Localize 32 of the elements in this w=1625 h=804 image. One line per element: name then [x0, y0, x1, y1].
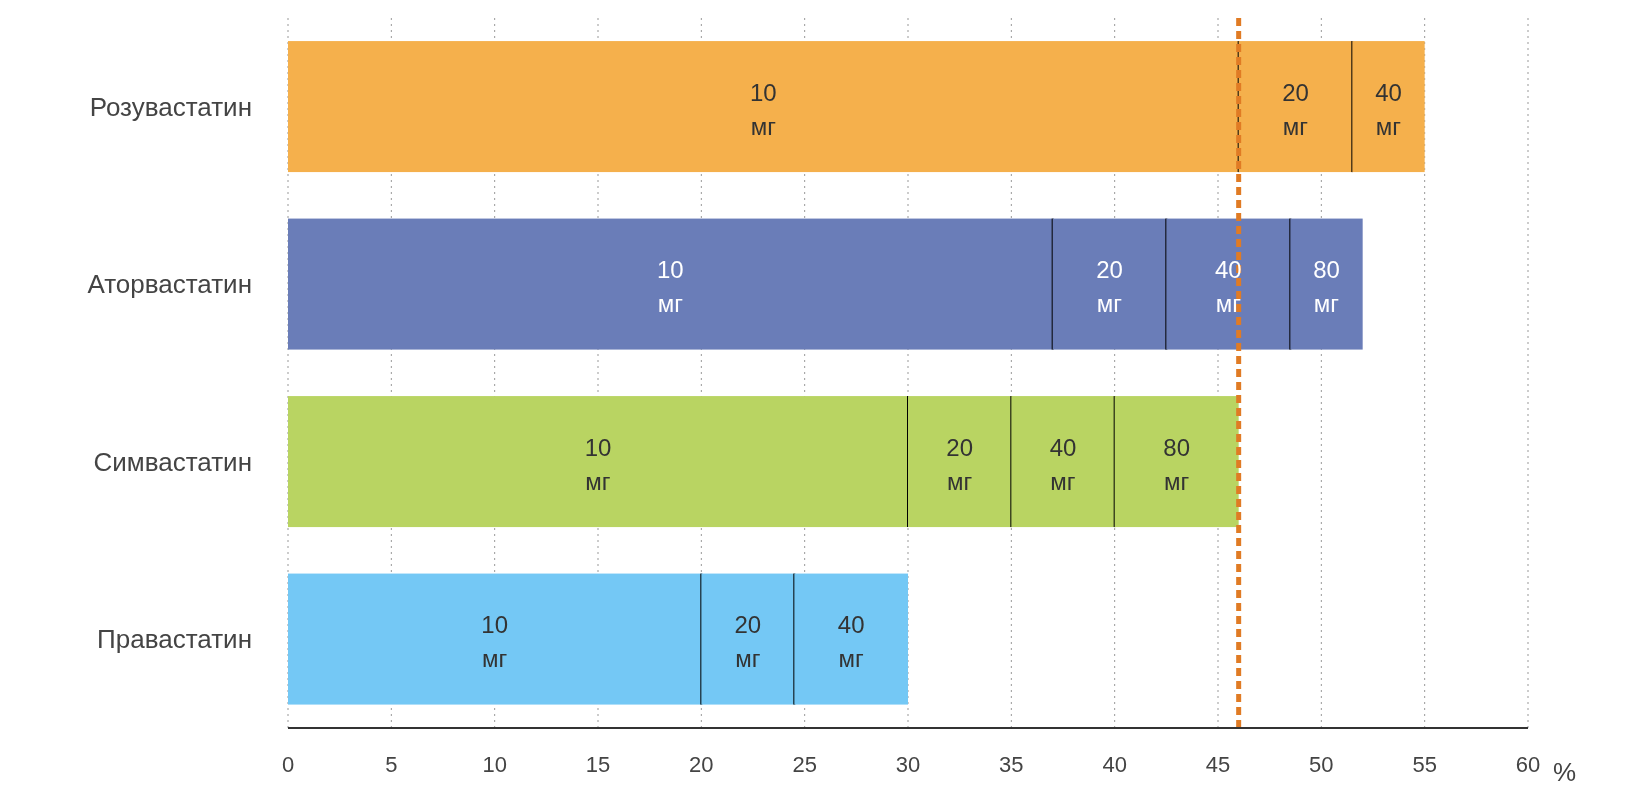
x-tick-label: 0: [281, 751, 295, 777]
x-tick-label: 25: [792, 751, 817, 777]
series-label: 80 мг: [1313, 256, 1340, 318]
text: 20 мг: [734, 611, 762, 673]
x-tick-label: 50: [1309, 751, 1334, 777]
x-tick-label: 40: [1102, 751, 1127, 777]
y-tick-label: Симвастатин: [93, 446, 252, 477]
x-tick-label: 45: [1205, 751, 1231, 777]
text: 20 мг: [946, 433, 974, 495]
text: 10 мг: [481, 611, 509, 673]
x-tick-label: 10: [482, 751, 507, 777]
text: 10 мг: [584, 433, 612, 495]
series-label: 10 мг: [656, 256, 684, 318]
text: 40 мг: [837, 611, 865, 673]
y-tick-label: Аторвастатин: [87, 269, 252, 300]
x-tick-label: 20: [689, 751, 714, 777]
series-label: 20 мг: [1096, 256, 1123, 318]
x-tick-label: 55: [1412, 751, 1437, 777]
x-tick-label: 15: [585, 751, 611, 777]
x-tick-label: 60: [1515, 751, 1541, 777]
x-tick-label: 30: [895, 751, 921, 777]
text: 10 мг: [749, 78, 777, 140]
x-tick-label: 35: [999, 751, 1024, 777]
x-axis-title: %: [1553, 757, 1577, 788]
text: 40 мг: [1049, 433, 1077, 495]
series-label: 40 мг: [1375, 78, 1402, 140]
text: 20 мг: [1282, 78, 1309, 140]
y-tick-label: Правастатин: [97, 624, 252, 655]
text: 40 мг: [1214, 256, 1242, 318]
text: 80 мг: [1163, 433, 1191, 495]
x-tick-label: 5: [385, 751, 398, 777]
y-tick-label: Розувастатин: [89, 91, 252, 122]
